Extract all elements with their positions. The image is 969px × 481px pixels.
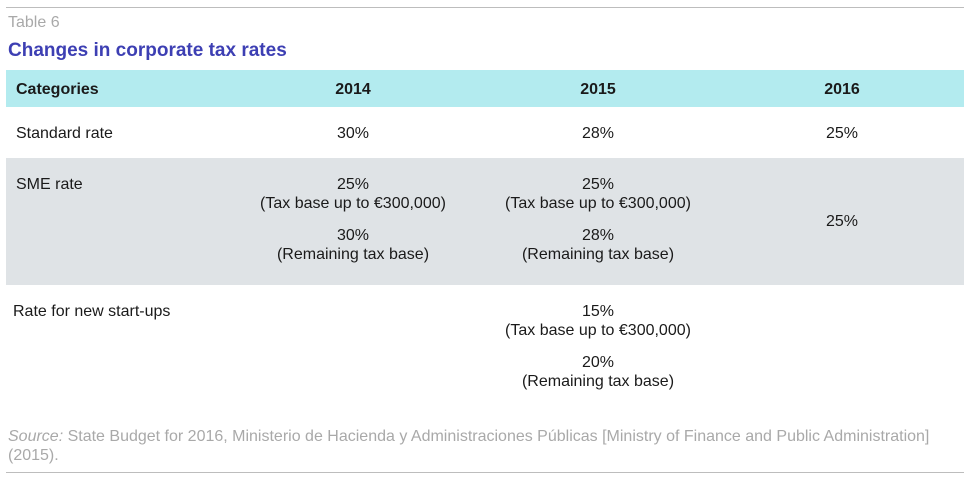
sme-2014-cell: 25% (Tax base up to €300,000) 30% (Remai… bbox=[260, 175, 446, 264]
sme-2015-rate-remaining: 28% bbox=[581, 227, 615, 244]
table-title: Changes in corporate tax rates bbox=[8, 40, 287, 61]
standard-rate-2015: 28% bbox=[581, 125, 615, 142]
column-header-2015: 2015 bbox=[580, 81, 616, 98]
top-rule bbox=[6, 7, 964, 8]
column-header-2014: 2014 bbox=[335, 81, 371, 98]
table-header-band bbox=[6, 70, 964, 107]
sme-2015-note-remaining: (Remaining tax base) bbox=[521, 246, 675, 263]
table-row-sme-rate bbox=[6, 158, 964, 285]
row-label-new-startups: Rate for new start-ups bbox=[13, 303, 171, 320]
table-number-label: Table 6 bbox=[8, 14, 60, 31]
sme-2015-cell: 25% (Tax base up to €300,000) 28% (Remai… bbox=[505, 175, 691, 264]
sme-2014-rate-remaining: 30% bbox=[336, 227, 370, 244]
source-note: Source: State Budget for 2016, Ministeri… bbox=[8, 427, 963, 465]
startups-2015-note-remaining: (Remaining tax base) bbox=[521, 373, 675, 390]
row-label-sme-rate: SME rate bbox=[16, 176, 83, 193]
sme-2015-note-up-to-300k: (Tax base up to €300,000) bbox=[505, 195, 691, 212]
sme-rate-2016: 25% bbox=[825, 213, 859, 230]
sme-2014-note-remaining: (Remaining tax base) bbox=[276, 246, 430, 263]
standard-rate-2014: 30% bbox=[336, 125, 370, 142]
startups-2015-note-up-to-300k: (Tax base up to €300,000) bbox=[505, 322, 691, 339]
column-header-categories: Categories bbox=[16, 81, 99, 98]
sme-2014-note-up-to-300k: (Tax base up to €300,000) bbox=[260, 195, 446, 212]
startups-2015-rate-remaining: 20% bbox=[581, 354, 615, 371]
source-prefix: Source: bbox=[8, 428, 64, 445]
column-header-2016: 2016 bbox=[824, 81, 860, 98]
row-label-standard-rate: Standard rate bbox=[16, 125, 113, 142]
sme-2014-rate-up-to-300k: 25% bbox=[336, 176, 370, 193]
standard-rate-2016: 25% bbox=[825, 125, 859, 142]
bottom-rule bbox=[6, 472, 964, 473]
startups-2015-rate-up-to-300k: 15% bbox=[581, 303, 615, 320]
source-text: State Budget for 2016, Ministerio de Hac… bbox=[8, 428, 930, 464]
startups-2015-cell: 15% (Tax base up to €300,000) 20% (Remai… bbox=[505, 302, 691, 391]
sme-2015-rate-up-to-300k: 25% bbox=[581, 176, 615, 193]
